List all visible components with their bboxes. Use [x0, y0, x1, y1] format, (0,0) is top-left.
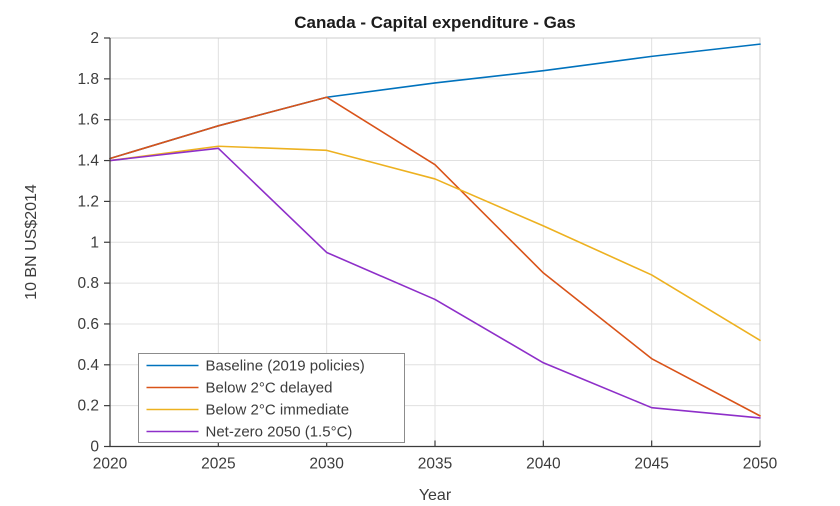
series-line	[109, 147, 761, 419]
x-tick-label: 2045	[634, 456, 668, 473]
x-tick-label: 2030	[309, 456, 344, 473]
chart-title: Canada - Capital expenditure - Gas	[294, 13, 576, 32]
legend: Baseline (2019 policies) Below 2°C delaye…	[138, 353, 405, 443]
y-tick-label: 1.6	[77, 112, 99, 129]
legend-item: Below 2°C delayed	[146, 380, 333, 397]
x-tick-label: 2020	[93, 456, 128, 473]
y-tick-label: 0	[90, 439, 99, 456]
x-tick-label: 2025	[201, 456, 235, 473]
legend-item-label: Below 2°C delayed	[206, 380, 333, 397]
y-tick-label: 1.4	[77, 153, 99, 170]
y-axis-label: 10 BN US$2014	[23, 184, 40, 300]
legend-item: Below 2°C immediate	[146, 402, 350, 419]
y-tick-label: 1.8	[77, 71, 99, 88]
y-tick-label: 0.8	[77, 275, 99, 292]
series-line	[109, 145, 761, 342]
legend-item-label: Below 2°C immediate	[206, 402, 350, 419]
x-tick-label: 2050	[743, 456, 778, 473]
chart-generated-layer: 2020 2025 2030 2035 2040 2045 2050 0 0.2 0.4 0.6 0.…	[77, 30, 777, 473]
y-tick-label: 1	[90, 234, 99, 251]
y-tick-label: 0.4	[77, 357, 99, 374]
x-tick-label: 2040	[526, 456, 561, 473]
y-tick-label: 2	[90, 30, 99, 47]
y-tick-label: 1.2	[77, 193, 99, 210]
legend-item-label: Baseline (2019 policies)	[206, 358, 365, 375]
y-tick-label: 0.2	[77, 398, 99, 415]
legend-box	[138, 353, 405, 443]
legend-item-label: Net-zero 2050 (1.5°C)	[206, 424, 353, 441]
legend-item: Net-zero 2050 (1.5°C)	[146, 424, 353, 441]
series-line	[109, 96, 761, 417]
plot-frame	[110, 37, 761, 447]
y-tick-label: 0.6	[77, 316, 99, 333]
x-tick-label: 2035	[418, 456, 452, 473]
x-axis-label: Year	[419, 487, 452, 504]
legend-item: Baseline (2019 policies)	[146, 358, 365, 375]
